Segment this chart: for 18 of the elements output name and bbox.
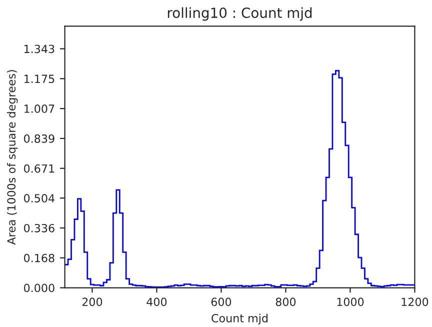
x-tick-label: 600 <box>211 298 232 306</box>
chart-title: rolling10 : Count mjd <box>168 7 312 21</box>
y-tick-label: 0.839 <box>24 134 54 143</box>
y-tick-label: 0.168 <box>24 254 54 262</box>
y-tick-label: 1.343 <box>24 44 54 54</box>
x-axis-title: Count mjd <box>212 314 268 325</box>
y-tick-label: 0.504 <box>24 194 54 202</box>
x-tick-label: 1000 <box>337 298 364 306</box>
x-tick-label: 800 <box>276 298 296 306</box>
y-tick-label: 1.007 <box>24 104 54 113</box>
y-tick-label: 0.000 <box>24 284 54 292</box>
y-axis-title: Area (1000s of square degrees) <box>6 70 18 245</box>
x-tick-label: 400 <box>146 298 167 306</box>
x-tick-label: 1200 <box>402 298 428 306</box>
y-tick-label: 1.175 <box>24 74 54 84</box>
y-tick-label: 0.671 <box>24 164 54 173</box>
x-tick-label: 200 <box>82 298 102 306</box>
y-tick-label: 0.336 <box>24 224 54 232</box>
